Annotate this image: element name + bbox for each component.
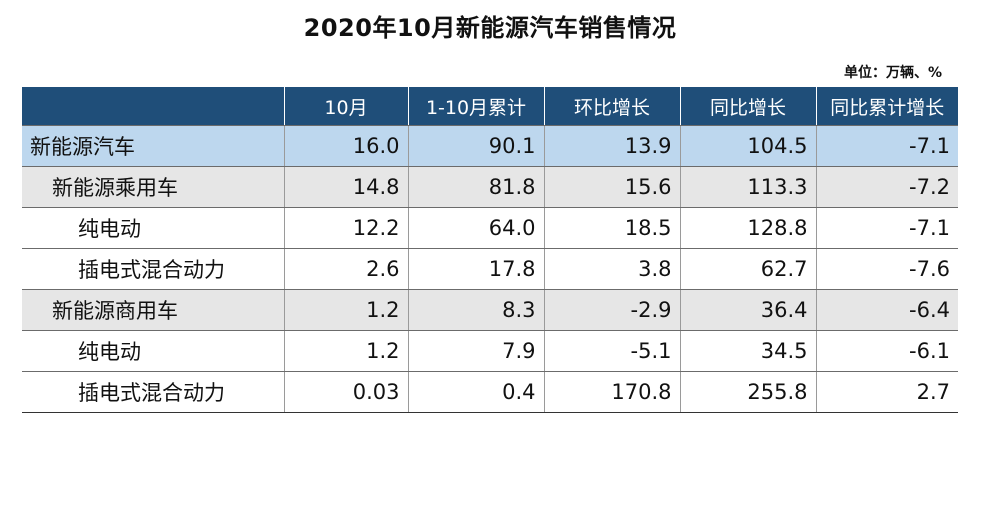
cell-yoy-growth: 113.3 bbox=[679, 166, 816, 208]
cell-mom-growth: 13.9 bbox=[543, 125, 680, 167]
cell-ytd: 90.1 bbox=[407, 125, 544, 167]
table-row: 新能源商用车 1.2 8.3 -2.9 36.4 -6.4 bbox=[22, 289, 958, 331]
cell-yoy-cumulative-growth: -7.6 bbox=[815, 248, 958, 290]
cell-ytd: 0.4 bbox=[407, 371, 544, 413]
unit-note: 单位：万辆、% bbox=[843, 65, 942, 81]
sales-table: 10月 1-10月累计 环比增长 同比增长 同比累计增长 新能源汽车 16.0 … bbox=[22, 87, 958, 413]
cell-yoy-cumulative-growth: -6.1 bbox=[815, 330, 958, 372]
row-label: 插电式混合动力 bbox=[22, 248, 284, 290]
cell-october: 1.2 bbox=[283, 330, 408, 372]
column-header-category bbox=[22, 87, 284, 126]
page-title: 2020年10月新能源汽车销售情况 bbox=[303, 14, 677, 42]
table-row: 纯电动 12.2 64.0 18.5 128.8 -7.1 bbox=[22, 207, 958, 249]
row-label: 新能源乘用车 bbox=[22, 166, 284, 208]
cell-yoy-cumulative-growth: 2.7 bbox=[815, 371, 958, 413]
cell-ytd: 64.0 bbox=[407, 207, 544, 249]
cell-yoy-cumulative-growth: -7.1 bbox=[815, 125, 958, 167]
cell-october: 0.03 bbox=[283, 371, 408, 413]
table-row: 纯电动 1.2 7.9 -5.1 34.5 -6.1 bbox=[22, 330, 958, 372]
cell-ytd: 8.3 bbox=[407, 289, 544, 331]
cell-mom-growth: 15.6 bbox=[543, 166, 680, 208]
table-row: 插电式混合动力 0.03 0.4 170.8 255.8 2.7 bbox=[22, 371, 958, 413]
cell-yoy-growth: 36.4 bbox=[679, 289, 816, 331]
cell-yoy-growth: 104.5 bbox=[679, 125, 816, 167]
row-label: 新能源汽车 bbox=[22, 125, 284, 167]
column-header-october: 10月 bbox=[283, 87, 408, 126]
row-label: 纯电动 bbox=[22, 207, 284, 249]
cell-mom-growth: 170.8 bbox=[543, 371, 680, 413]
cell-yoy-growth: 62.7 bbox=[679, 248, 816, 290]
cell-mom-growth: -5.1 bbox=[543, 330, 680, 372]
cell-yoy-growth: 128.8 bbox=[679, 207, 816, 249]
cell-ytd: 7.9 bbox=[407, 330, 544, 372]
row-label: 插电式混合动力 bbox=[22, 371, 284, 413]
cell-yoy-cumulative-growth: -7.1 bbox=[815, 207, 958, 249]
cell-yoy-growth: 34.5 bbox=[679, 330, 816, 372]
cell-october: 16.0 bbox=[283, 125, 408, 167]
column-header-yoy-growth: 同比增长 bbox=[679, 87, 816, 126]
cell-mom-growth: 3.8 bbox=[543, 248, 680, 290]
column-header-ytd: 1-10月累计 bbox=[407, 87, 544, 126]
header-row: 10月 1-10月累计 环比增长 同比增长 同比累计增长 bbox=[22, 87, 958, 126]
cell-october: 14.8 bbox=[283, 166, 408, 208]
cell-mom-growth: -2.9 bbox=[543, 289, 680, 331]
cell-yoy-growth: 255.8 bbox=[679, 371, 816, 413]
table-row: 新能源乘用车 14.8 81.8 15.6 113.3 -7.2 bbox=[22, 166, 958, 208]
table-row: 新能源汽车 16.0 90.1 13.9 104.5 -7.1 bbox=[22, 125, 958, 167]
cell-yoy-cumulative-growth: -6.4 bbox=[815, 289, 958, 331]
row-label: 纯电动 bbox=[22, 330, 284, 372]
column-header-yoy-cumulative-growth: 同比累计增长 bbox=[815, 87, 958, 126]
column-header-mom-growth: 环比增长 bbox=[543, 87, 680, 126]
cell-october: 12.2 bbox=[283, 207, 408, 249]
table-row: 插电式混合动力 2.6 17.8 3.8 62.7 -7.6 bbox=[22, 248, 958, 290]
cell-mom-growth: 18.5 bbox=[543, 207, 680, 249]
cell-ytd: 81.8 bbox=[407, 166, 544, 208]
cell-ytd: 17.8 bbox=[407, 248, 544, 290]
row-label: 新能源商用车 bbox=[22, 289, 284, 331]
cell-october: 1.2 bbox=[283, 289, 408, 331]
cell-yoy-cumulative-growth: -7.2 bbox=[815, 166, 958, 208]
cell-october: 2.6 bbox=[283, 248, 408, 290]
